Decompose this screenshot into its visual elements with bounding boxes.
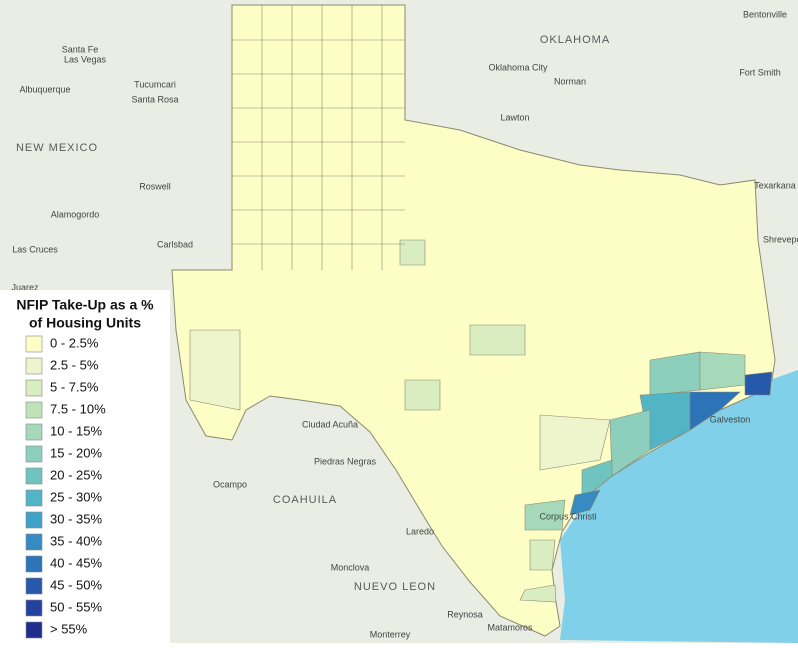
city-label: Norman <box>554 76 586 86</box>
legend-swatch <box>25 511 43 529</box>
city-label: Carlsbad <box>157 239 193 249</box>
county <box>529 539 556 571</box>
legend-swatch <box>25 555 43 573</box>
legend-label: 50 - 55% <box>50 599 102 614</box>
legend-label: 5 - 7.5% <box>50 379 99 394</box>
legend-label: 45 - 50% <box>50 577 102 592</box>
legend-swatch <box>25 599 43 617</box>
city-label: Ciudad Acuña <box>302 419 358 429</box>
legend-swatch <box>25 423 43 441</box>
city-label: Shreveport <box>763 234 798 244</box>
legend-label: 35 - 40% <box>50 533 102 548</box>
city-label: Las Vegas <box>64 54 107 64</box>
legend-label: 40 - 45% <box>50 555 102 570</box>
legend-label: 20 - 25% <box>50 467 102 482</box>
city-label: Juarez <box>11 282 39 292</box>
city-label: Oklahoma City <box>488 62 548 72</box>
county <box>519 584 557 603</box>
county <box>524 499 566 531</box>
region-label: OKLAHOMA <box>540 34 610 46</box>
city-label: Bentonville <box>743 9 787 19</box>
city-label: Matamoros <box>487 622 533 632</box>
city-label: Tucumcari <box>134 79 176 89</box>
city-label: Las Cruces <box>12 244 58 254</box>
legend-swatch <box>25 335 43 353</box>
city-label: Santa Rosa <box>131 94 178 104</box>
region-label: NUEVO LEON <box>354 581 436 593</box>
legend-swatch <box>25 357 43 375</box>
county <box>399 239 426 266</box>
county <box>689 391 741 431</box>
city-label: Texarkana <box>754 180 796 190</box>
legend-swatch <box>25 577 43 595</box>
city-label: Corpus Christi <box>539 511 596 521</box>
county <box>539 414 611 471</box>
legend-swatch <box>25 379 43 397</box>
city-label: Alamogordo <box>51 209 100 219</box>
city-label: Galveston <box>710 414 751 424</box>
legend-label: > 55% <box>50 621 88 636</box>
city-label: Roswell <box>139 181 171 191</box>
city-label: Monclova <box>331 562 370 572</box>
city-label: Lawton <box>500 112 529 122</box>
city-label: Santa Fe <box>62 44 99 54</box>
map-labels: NEW MEXICO OKLAHOMA COAHUILA NUEVO LEON Albu… <box>11 9 798 639</box>
legend-swatch <box>25 489 43 507</box>
city-label: Laredo <box>406 526 434 536</box>
county <box>189 329 241 411</box>
legend-title: of Housing Units <box>29 315 141 331</box>
legend-swatch <box>25 401 43 419</box>
city-label: Reynosa <box>447 609 483 619</box>
legend-swatch <box>25 621 43 639</box>
county-shading <box>189 5 773 603</box>
county <box>744 371 773 396</box>
legend-title: NFIP Take-Up as a % <box>16 297 154 313</box>
legend-label: 10 - 15% <box>50 423 102 438</box>
region-label: COAHUILA <box>273 494 337 506</box>
texas <box>171 4 776 637</box>
county <box>609 409 651 477</box>
legend-label: 2.5 - 5% <box>50 357 99 372</box>
county <box>581 459 613 501</box>
city-label: Albuquerque <box>19 84 70 94</box>
legend-label: 0 - 2.5% <box>50 335 99 350</box>
legend-label: 25 - 30% <box>50 489 102 504</box>
county <box>699 351 746 391</box>
region-label: NEW MEXICO <box>16 142 98 154</box>
legend: NFIP Take-Up as a % of Housing Units 0 - 2… <box>0 290 170 643</box>
city-label: Piedras Negras <box>314 456 377 466</box>
legend-swatch <box>25 533 43 551</box>
legend-label: 7.5 - 10% <box>50 401 106 416</box>
county <box>569 489 601 516</box>
city-label: Monterrey <box>370 629 411 639</box>
city-label: Fort Smith <box>739 67 781 77</box>
county <box>404 379 441 411</box>
city-label: Ocampo <box>213 479 247 489</box>
legend-label: 30 - 35% <box>50 511 102 526</box>
county <box>469 324 526 356</box>
legend-swatch <box>25 445 43 463</box>
legend-swatch <box>25 467 43 485</box>
gulf-water <box>560 370 798 643</box>
legend-label: 15 - 20% <box>50 445 102 460</box>
